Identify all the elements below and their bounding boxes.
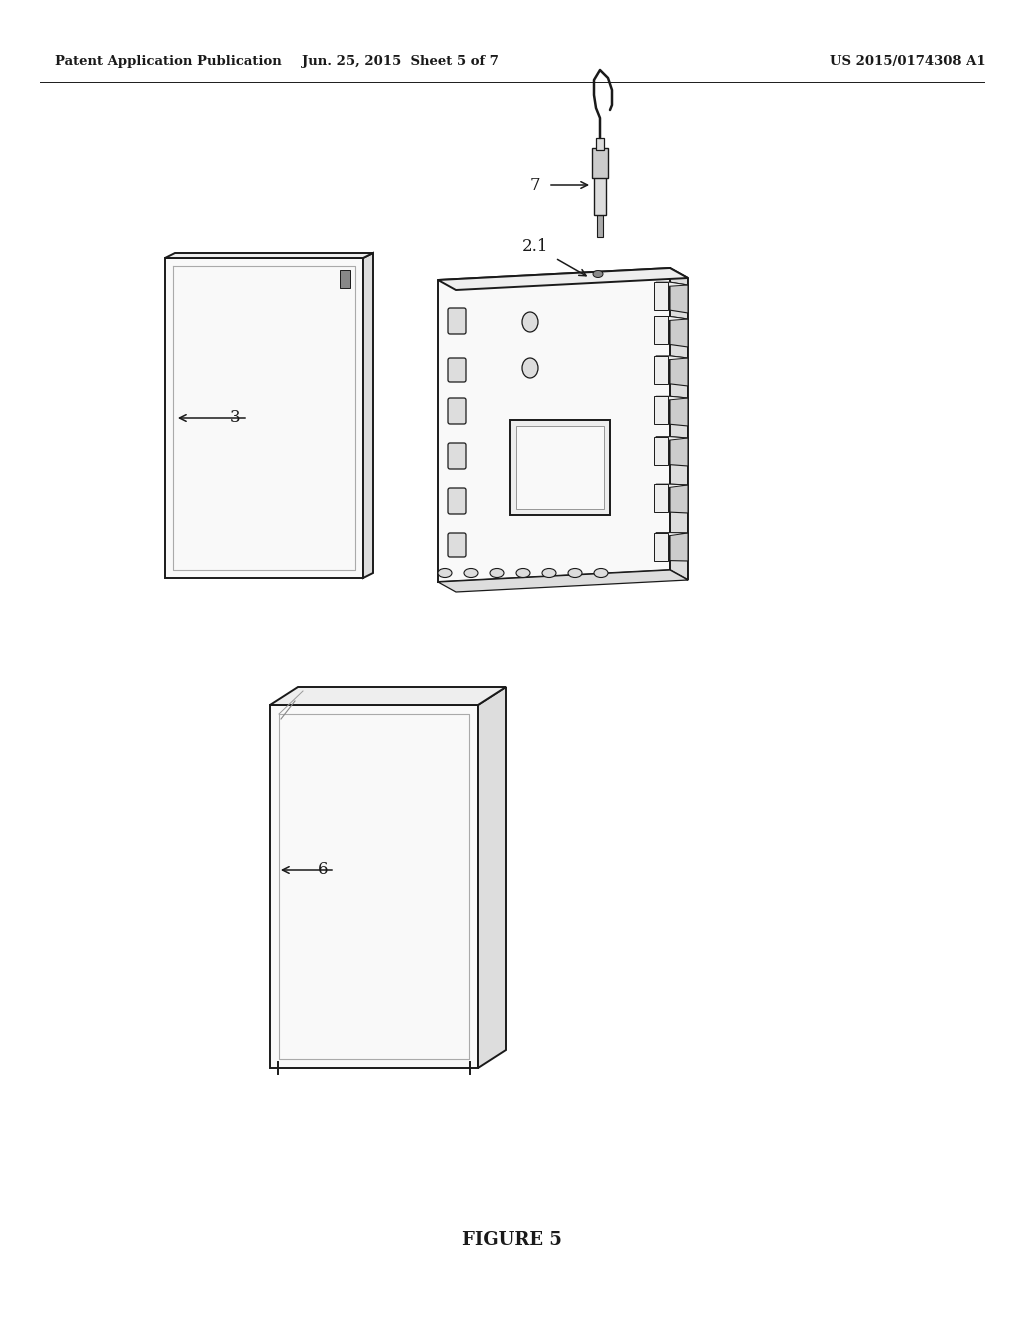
- FancyBboxPatch shape: [449, 533, 466, 557]
- Ellipse shape: [594, 569, 608, 578]
- Ellipse shape: [568, 569, 582, 578]
- Polygon shape: [165, 253, 373, 257]
- Polygon shape: [656, 317, 688, 322]
- Bar: [596, 139, 604, 150]
- Polygon shape: [656, 282, 688, 288]
- Polygon shape: [656, 484, 688, 490]
- Ellipse shape: [464, 569, 478, 578]
- Ellipse shape: [490, 569, 504, 578]
- Polygon shape: [438, 570, 688, 591]
- Polygon shape: [656, 396, 688, 401]
- Text: 6: 6: [317, 862, 328, 879]
- Polygon shape: [270, 705, 478, 1068]
- Bar: [654, 396, 668, 424]
- Polygon shape: [670, 356, 688, 385]
- Text: Jun. 25, 2015  Sheet 5 of 7: Jun. 25, 2015 Sheet 5 of 7: [301, 55, 499, 69]
- Ellipse shape: [522, 358, 538, 378]
- Polygon shape: [670, 396, 688, 426]
- Polygon shape: [670, 282, 688, 313]
- FancyBboxPatch shape: [449, 308, 466, 334]
- Bar: [516, 426, 604, 510]
- Text: US 2015/0174308 A1: US 2015/0174308 A1: [830, 55, 986, 69]
- Text: FIGURE 5: FIGURE 5: [462, 1232, 562, 1249]
- Bar: [654, 282, 668, 310]
- Polygon shape: [656, 356, 688, 360]
- Polygon shape: [656, 437, 688, 442]
- Bar: [340, 271, 350, 288]
- Bar: [654, 484, 668, 512]
- Ellipse shape: [522, 312, 538, 333]
- Bar: [654, 532, 668, 561]
- Bar: [510, 420, 610, 515]
- FancyBboxPatch shape: [449, 358, 466, 381]
- Polygon shape: [165, 257, 362, 578]
- Polygon shape: [478, 686, 506, 1068]
- Ellipse shape: [542, 569, 556, 578]
- Bar: [592, 148, 608, 178]
- Polygon shape: [438, 268, 670, 582]
- Polygon shape: [670, 484, 688, 513]
- Ellipse shape: [438, 569, 452, 578]
- Bar: [654, 356, 668, 384]
- Text: 3: 3: [229, 409, 240, 426]
- Polygon shape: [656, 532, 688, 537]
- Polygon shape: [670, 317, 688, 347]
- Text: 7: 7: [529, 177, 540, 194]
- FancyBboxPatch shape: [449, 444, 466, 469]
- Polygon shape: [438, 268, 688, 290]
- Polygon shape: [670, 532, 688, 561]
- Bar: [597, 215, 603, 238]
- Polygon shape: [270, 686, 506, 705]
- Polygon shape: [670, 437, 688, 466]
- Bar: [594, 176, 606, 215]
- Polygon shape: [362, 253, 373, 578]
- Text: Patent Application Publication: Patent Application Publication: [55, 55, 282, 69]
- Text: 2.1: 2.1: [521, 238, 548, 255]
- Polygon shape: [670, 268, 688, 579]
- Bar: [654, 317, 668, 345]
- FancyBboxPatch shape: [449, 399, 466, 424]
- Ellipse shape: [516, 569, 530, 578]
- Bar: [654, 437, 668, 465]
- FancyBboxPatch shape: [449, 488, 466, 513]
- Ellipse shape: [593, 271, 603, 277]
